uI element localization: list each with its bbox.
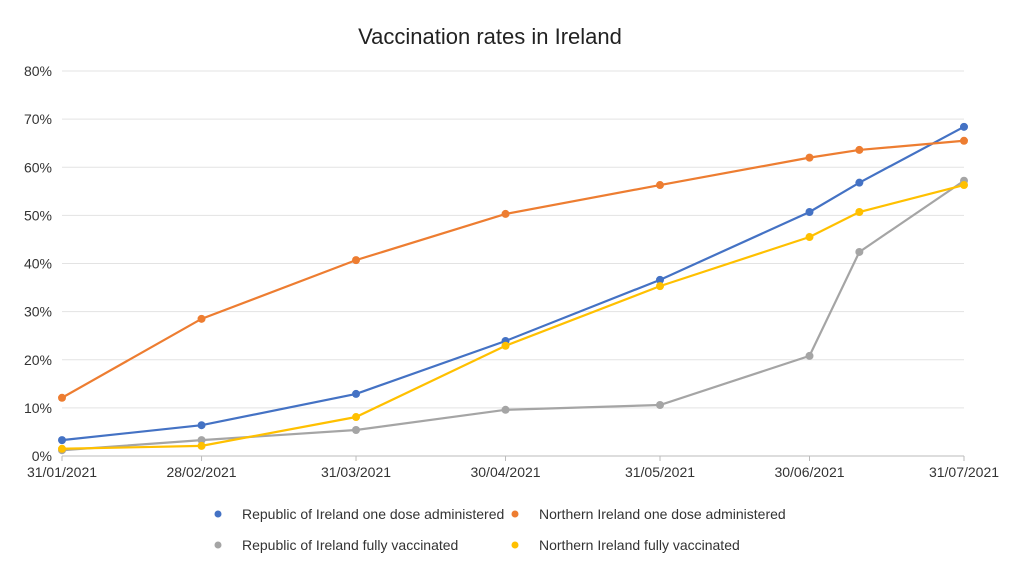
- data-point: [501, 341, 510, 350]
- series-line: [61, 125, 965, 442]
- data-point: [656, 181, 665, 190]
- data-point: [197, 436, 206, 445]
- legend-label: Northern Ireland one dose administered: [539, 506, 786, 522]
- legend-marker: [511, 510, 519, 518]
- legend-item: Northern Ireland one dose administered: [511, 506, 786, 522]
- x-tick-label: 31/05/2021: [625, 464, 695, 480]
- data-point: [656, 282, 665, 291]
- y-tick-label: 40%: [24, 256, 52, 272]
- series-2: [58, 176, 968, 455]
- data-point: [501, 209, 510, 218]
- data-point: [352, 413, 361, 422]
- legend-label: Northern Ireland fully vaccinated: [539, 537, 740, 553]
- data-point: [960, 136, 968, 145]
- series-line: [61, 183, 965, 450]
- data-point: [805, 153, 814, 162]
- data-point: [960, 122, 968, 131]
- legend-marker: [214, 541, 222, 549]
- y-tick-label: 0%: [32, 448, 52, 464]
- data-point: [352, 256, 361, 265]
- x-tick-label: 30/06/2021: [774, 464, 844, 480]
- series-3: [58, 181, 968, 453]
- series-line: [61, 179, 965, 452]
- data-point: [197, 441, 206, 450]
- data-point: [855, 247, 864, 256]
- x-tick-label: 30/04/2021: [470, 464, 540, 480]
- data-point: [855, 208, 864, 217]
- data-point: [197, 421, 206, 430]
- data-point: [656, 275, 665, 284]
- x-tick-label: 31/01/2021: [27, 464, 97, 480]
- legend-marker: [511, 541, 519, 549]
- series-0: [58, 122, 968, 445]
- data-point: [58, 444, 66, 453]
- y-tick-label: 10%: [24, 400, 52, 416]
- chart-title: Vaccination rates in Ireland: [358, 24, 622, 49]
- data-point: [855, 178, 864, 187]
- legend-marker: [214, 510, 222, 518]
- legend-item: Republic of Ireland one dose administere…: [214, 506, 504, 522]
- series-1: [58, 136, 968, 402]
- data-point: [352, 389, 361, 398]
- data-point: [352, 426, 361, 435]
- data-point: [58, 436, 66, 445]
- legend-item: Northern Ireland fully vaccinated: [511, 537, 740, 553]
- series-line: [61, 139, 965, 399]
- y-tick-label: 70%: [24, 111, 52, 127]
- x-tick-label: 31/03/2021: [321, 464, 391, 480]
- legend-label: Republic of Ireland one dose administere…: [242, 506, 504, 522]
- data-point: [58, 393, 66, 402]
- data-point: [197, 314, 206, 323]
- legend-label: Republic of Ireland fully vaccinated: [242, 537, 458, 553]
- data-point: [855, 145, 864, 154]
- x-tick-label: 28/02/2021: [166, 464, 236, 480]
- legend-item: Republic of Ireland fully vaccinated: [214, 537, 458, 553]
- data-point: [501, 405, 510, 414]
- data-point: [656, 400, 665, 409]
- x-tick-label: 31/07/2021: [929, 464, 999, 480]
- data-point: [960, 181, 968, 190]
- y-tick-label: 30%: [24, 304, 52, 320]
- y-tick-label: 60%: [24, 159, 52, 175]
- data-point: [805, 233, 814, 242]
- y-tick-label: 80%: [24, 63, 52, 79]
- y-tick-label: 50%: [24, 207, 52, 223]
- data-point: [805, 208, 814, 217]
- y-tick-label: 20%: [24, 352, 52, 368]
- data-point: [805, 351, 814, 360]
